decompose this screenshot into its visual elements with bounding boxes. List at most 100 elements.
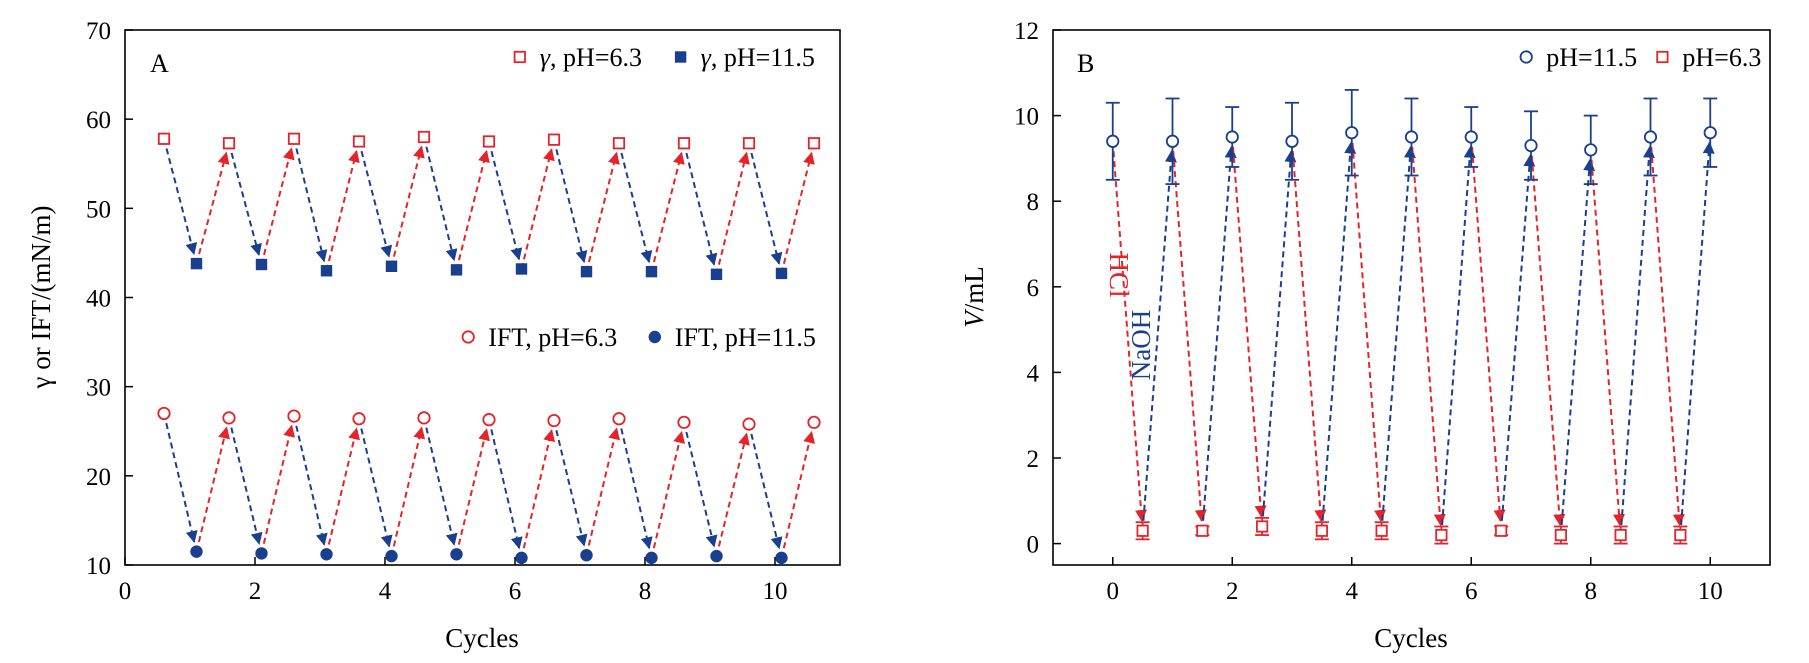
data-point xyxy=(1196,524,1209,537)
data-point xyxy=(1524,138,1538,153)
data-point xyxy=(1554,528,1567,542)
data-point xyxy=(417,411,431,425)
legend-marker xyxy=(1519,50,1533,64)
x-tick-label: 0 xyxy=(1107,578,1120,605)
y-tick-label: 60 xyxy=(86,107,111,134)
data-point xyxy=(482,135,496,148)
data-point xyxy=(710,549,723,563)
y-tick-label: 8 xyxy=(1027,189,1040,216)
data-point xyxy=(287,409,301,423)
data-point xyxy=(1375,524,1388,537)
legend-marker xyxy=(648,330,661,344)
panel-a: A 0 2 4 6 8 10 10 20 30 40 50 60 70 γ, pH=11.5 γ, pH=… xyxy=(26,18,841,653)
data-point xyxy=(547,413,561,428)
data-point xyxy=(255,547,268,560)
titration-arrow-base xyxy=(1201,145,1237,531)
y-tick-label: 30 xyxy=(86,375,111,402)
panel-b-annotation-hcl: HCl xyxy=(1104,252,1134,297)
legend-label: IFT, pH=6.3 xyxy=(488,323,617,352)
cycle-arrow-down xyxy=(488,419,523,550)
data-point xyxy=(320,548,333,561)
data-point xyxy=(352,135,366,148)
cycle-arrow-up xyxy=(585,151,620,272)
data-point xyxy=(1495,524,1508,537)
panel-b-frame xyxy=(1052,29,1771,566)
titration-arrow-base xyxy=(1261,150,1297,527)
data-point xyxy=(710,268,723,281)
cycle-arrow-up xyxy=(390,145,425,267)
cycle-arrow-down xyxy=(228,142,262,257)
cycle-arrow-up xyxy=(715,432,750,557)
data-point xyxy=(807,415,821,429)
data-point xyxy=(515,551,528,565)
cycle-arrow-up xyxy=(715,151,750,275)
y-tick-label: 70 xyxy=(86,18,111,45)
data-point xyxy=(1345,126,1359,140)
panel-b-ylabel-var: V xyxy=(959,308,989,328)
legend-label: γ, pH=11.5 xyxy=(701,43,815,72)
cycle-arrow-up xyxy=(455,428,490,555)
cycle-arrow-up xyxy=(780,151,815,274)
cycle-arrow-up xyxy=(195,151,230,264)
panel-b: B 0 2 4 6 8 10 0 2 4 6 8 10 12 pH=6.3 pH=11.5 HCl NaO… xyxy=(959,18,1771,653)
data-point xyxy=(612,137,626,150)
cycle-arrow-up xyxy=(325,427,360,555)
cycle-arrow-down xyxy=(748,423,783,550)
data-point xyxy=(1225,130,1239,144)
cycle-arrow-up xyxy=(780,430,815,559)
x-tick-label: 8 xyxy=(1585,578,1598,605)
cycle-arrow-up xyxy=(260,147,295,265)
cycle-arrow-up xyxy=(455,149,490,271)
cycle-arrow-down xyxy=(618,142,653,264)
data-point xyxy=(1285,134,1299,148)
legend-label: γ, pH=6.3 xyxy=(540,43,642,72)
cycle-arrow-down xyxy=(228,417,263,545)
cycle-arrow-down xyxy=(553,420,588,547)
data-point xyxy=(1106,134,1120,148)
data-point xyxy=(1614,528,1627,542)
y-tick-label: 40 xyxy=(86,286,111,313)
panel-b-annotation-naoh: NaOH xyxy=(1126,310,1156,380)
cycle-arrow-down xyxy=(358,141,393,258)
cycle-arrow-down xyxy=(163,138,198,256)
data-point xyxy=(1315,524,1328,537)
cycle-arrow-up xyxy=(390,426,426,557)
legend-marker xyxy=(674,51,687,63)
cycle-arrow-up xyxy=(195,426,230,552)
data-point xyxy=(222,411,236,425)
cycle-arrow-down xyxy=(358,418,393,548)
y-tick-label: 0 xyxy=(1027,532,1040,559)
panel-a-xlabel: Cycles xyxy=(445,623,519,653)
data-point xyxy=(482,413,496,427)
x-tick-label: 4 xyxy=(379,578,392,605)
panel-b-label: B xyxy=(1077,49,1094,78)
cycle-arrow-down xyxy=(163,413,198,544)
data-point xyxy=(450,264,463,276)
panel-b-ylabel-unit: /mL xyxy=(959,266,989,311)
cycle-arrow-down xyxy=(683,143,718,266)
cycle-arrow-up xyxy=(650,430,685,559)
titration-arrow-base xyxy=(1500,154,1536,531)
data-point xyxy=(645,551,658,565)
data-point xyxy=(807,137,821,150)
cycle-arrow-down xyxy=(748,142,783,265)
data-point xyxy=(352,412,366,426)
x-tick-label: 2 xyxy=(249,578,262,605)
data-point xyxy=(580,265,593,278)
titration-arrow-base xyxy=(1440,145,1476,536)
cycle-arrow-down xyxy=(488,141,523,261)
data-point xyxy=(157,132,171,145)
titration-arrow-acid xyxy=(1171,141,1207,522)
legend-marker xyxy=(461,330,475,344)
titration-arrow-base xyxy=(1320,141,1357,531)
y-tick-label: 12 xyxy=(1014,18,1039,45)
data-point xyxy=(287,132,301,145)
y-tick-label: 2 xyxy=(1027,446,1040,473)
titration-arrow-acid xyxy=(1589,149,1625,527)
data-point xyxy=(1464,130,1478,144)
titration-arrow-base xyxy=(1141,150,1177,531)
panel-b-ylabel: V/mL xyxy=(959,266,989,328)
titration-arrow-acid xyxy=(1649,136,1685,527)
titration-arrow-base xyxy=(1559,158,1596,536)
